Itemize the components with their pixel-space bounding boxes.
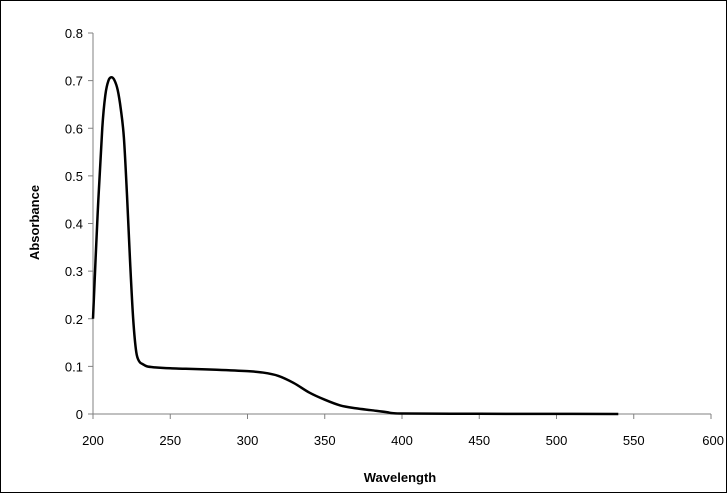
- x-axis-title: Wavelength: [364, 470, 437, 485]
- x-tick-label: 350: [314, 433, 336, 448]
- x-tick-label: 250: [159, 433, 181, 448]
- y-tick-label: 0.7: [65, 74, 83, 89]
- x-tick-label: 600: [702, 433, 724, 448]
- y-tick-label: 0.6: [65, 121, 83, 136]
- y-tick-label: 0.5: [65, 169, 83, 184]
- y-axis-title: Absorbance: [27, 185, 42, 260]
- y-tick-label: 0.3: [65, 264, 83, 279]
- x-tick-label: 400: [391, 433, 413, 448]
- y-axis-ticks: 0 0.1 0.2 0.3 0.4 0.5 0.6 0.7 0.8: [65, 26, 93, 422]
- x-tick-label: 450: [468, 433, 490, 448]
- x-tick-label: 200: [82, 433, 104, 448]
- absorbance-series-line: [91, 76, 619, 416]
- x-tick-label: 300: [237, 433, 259, 448]
- x-tick-label: 550: [623, 433, 645, 448]
- y-tick-label: 0.1: [65, 359, 83, 374]
- x-axis-ticks: 200 250 300 350 400 450 500 550 600: [82, 414, 724, 448]
- y-tick-label: 0: [76, 407, 83, 422]
- axes: [92, 33, 711, 415]
- y-tick-label: 0.4: [65, 217, 83, 232]
- y-tick-label: 0.2: [65, 312, 83, 327]
- y-tick-label: 0.8: [65, 26, 83, 41]
- series-layer: [91, 76, 619, 416]
- x-tick-label: 500: [546, 433, 568, 448]
